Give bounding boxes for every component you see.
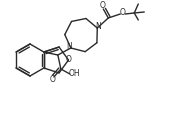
Text: O: O (50, 75, 56, 84)
Text: OH: OH (69, 70, 81, 78)
Text: O: O (66, 56, 72, 64)
Text: O: O (100, 2, 106, 11)
Text: O: O (120, 8, 126, 17)
Text: N: N (95, 22, 101, 31)
Text: N: N (66, 42, 72, 51)
